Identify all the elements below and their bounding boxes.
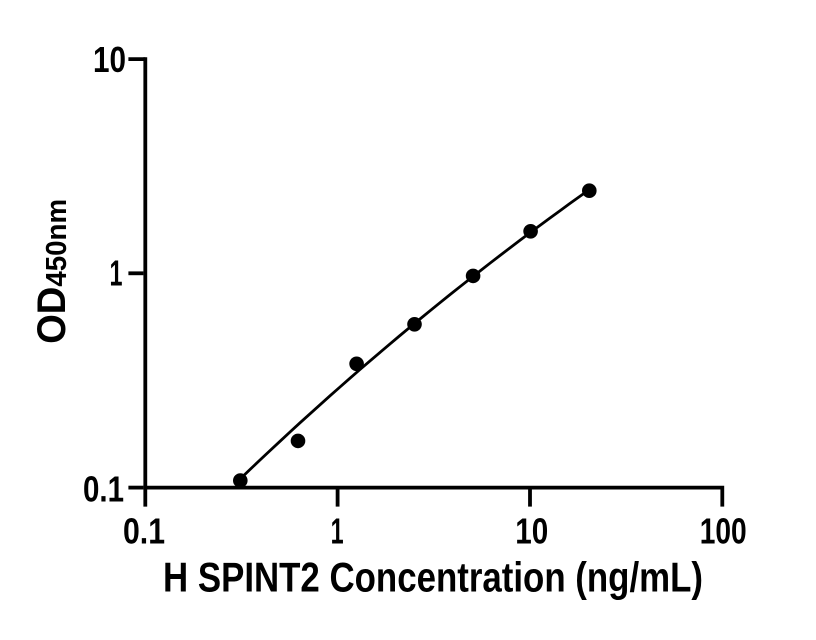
svg-text:0.1: 0.1 <box>123 510 165 551</box>
svg-text:10: 10 <box>93 39 126 80</box>
svg-text:1: 1 <box>110 253 123 294</box>
svg-text:H SPINT2 Concentration (ng/mL): H SPINT2 Concentration (ng/mL) <box>163 554 703 601</box>
svg-text:100: 100 <box>700 510 747 551</box>
svg-text:10: 10 <box>515 510 548 551</box>
svg-text:1: 1 <box>331 510 344 551</box>
svg-text:0.1: 0.1 <box>83 468 124 509</box>
